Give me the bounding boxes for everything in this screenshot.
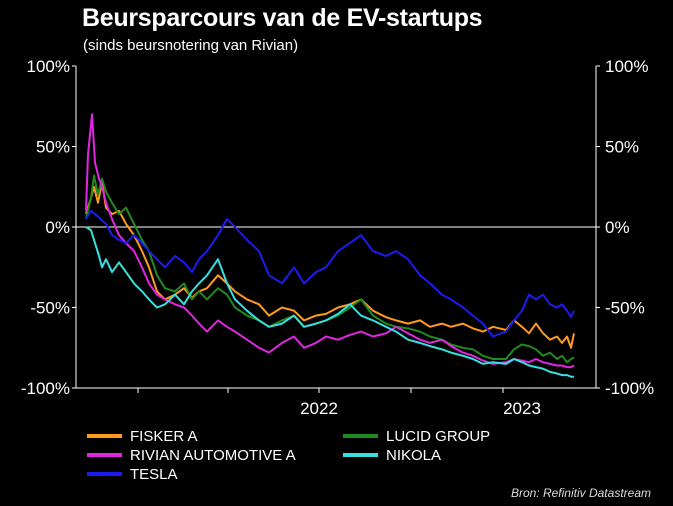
series-line-tesla [85,209,575,338]
legend-label: RIVIAN AUTOMOTIVE A [130,447,296,464]
y-tick-label-left: 100% [27,57,70,76]
y-tick-label-right: 0% [605,218,630,237]
series-line-nikola [85,226,574,378]
chart-axes: 100% 100% 50% 50% 0% 0% -50% -50% -100% -100% 2022… [21,57,654,418]
y-tick-label-right: 50% [605,138,639,157]
legend-label: TESLA [130,466,178,483]
series-line-fisker-a [85,180,575,349]
y-tick-label-left: 0% [45,218,70,237]
legend-label: LUCID GROUP [386,428,490,445]
y-tick-label-left: -100% [21,379,70,398]
x-tick-label: 2022 [300,399,338,418]
x-tick-label: 2023 [503,399,541,418]
y-tick-label-left: -50% [30,299,70,318]
chart-legend: FISKER A LUCID GROUP RIVIAN AUTOMOTIVE A NI… [87,428,490,483]
y-tick-label-right: 100% [605,57,648,76]
chart-title: Beursparcours van de EV-startups [82,4,483,32]
chart-lines [85,113,575,378]
legend-label: NIKOLA [386,447,441,464]
y-tick-label-right: -50% [605,299,645,318]
legend-label: FISKER A [130,428,198,445]
chart-subtitle: (sinds beursnotering van Rivian) [83,37,299,54]
source-note: Bron: Refinitiv Datastream [510,486,651,500]
y-tick-label-left: 50% [36,138,70,157]
y-tick-label-right: -100% [605,379,654,398]
